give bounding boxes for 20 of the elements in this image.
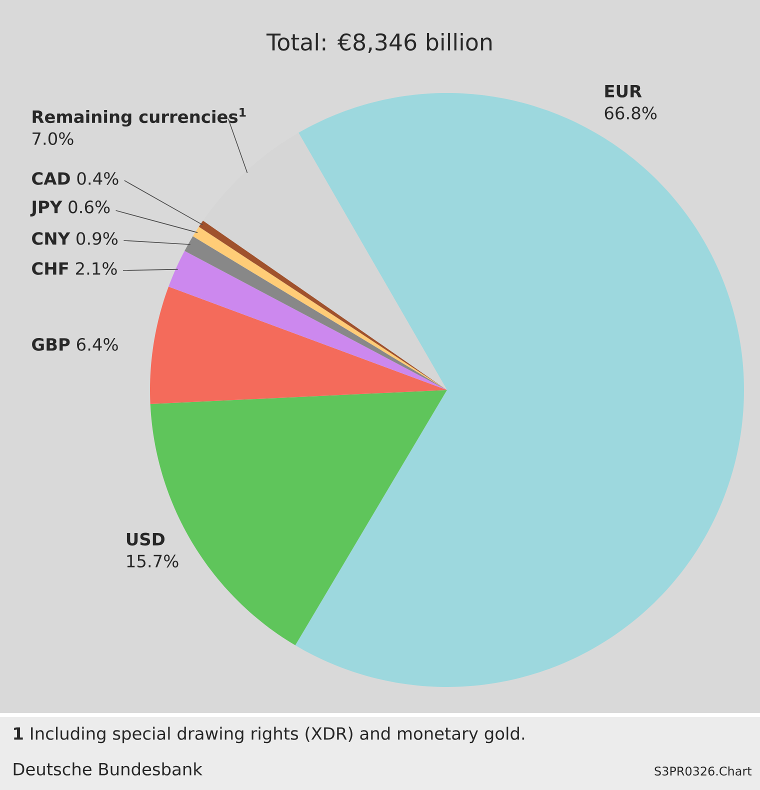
text: S3PR0326.Chart — [654, 766, 752, 776]
chart-title: Total: €8,346 billion — [266, 32, 492, 54]
data-label: 7.0% — [32, 132, 74, 146]
slice-label: EUR — [605, 84, 642, 98]
data-label: 15.7% — [127, 554, 178, 568]
text: Deutsche Bundesbank — [14, 762, 202, 776]
data-label: 0.4% — [77, 172, 118, 185]
slice-label: CNY — [32, 232, 70, 245]
slice-label: GBP — [32, 338, 70, 351]
text: 1 Including special drawing rights (XDR) and monetary gold. — [14, 726, 524, 744]
slice-label: CHF — [32, 262, 68, 275]
data-label: 0.9% — [76, 232, 118, 245]
data-label: 0.6% — [68, 200, 110, 214]
slice-label: USD — [126, 532, 165, 546]
data-label: 66.8% — [604, 106, 657, 120]
data-label: 6.4% — [76, 338, 118, 351]
slice-label: Remaining currencies$^{1}$ — [32, 108, 246, 127]
slice-label: JPY — [30, 200, 62, 216]
data-label: 2.1% — [76, 262, 117, 275]
slice-label: CAD — [32, 172, 70, 185]
